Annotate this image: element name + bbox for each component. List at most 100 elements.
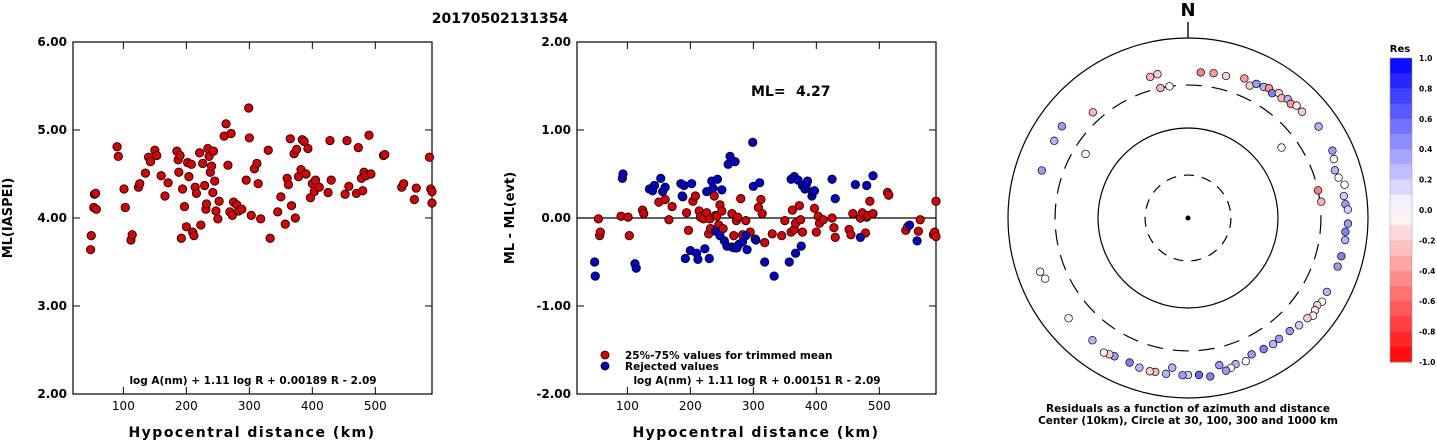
station-marker (1297, 107, 1307, 116)
station-marker (1337, 252, 1346, 261)
station-marker (1333, 262, 1342, 271)
data-point (145, 157, 156, 167)
station-marker (1313, 186, 1323, 195)
station-marker (1156, 83, 1165, 93)
colorbar-cell (1390, 240, 1412, 257)
station-marker (1292, 101, 1301, 110)
distance-ring-30km (1144, 174, 1232, 262)
station-marker (1081, 149, 1090, 159)
data-point (112, 142, 122, 152)
y-tick-label: 5.00 (37, 123, 67, 137)
data-point (344, 181, 354, 191)
data-point (767, 229, 777, 239)
colorbar-cell (1390, 286, 1412, 302)
data-point (618, 169, 628, 179)
data-point (809, 186, 820, 196)
data-point (175, 150, 185, 161)
x-tick-label: 300 (238, 399, 261, 413)
station-marker (1036, 267, 1045, 276)
data-point (299, 136, 309, 147)
data-point (366, 169, 376, 179)
data-point (177, 184, 188, 194)
data-point (364, 130, 374, 140)
data-point (729, 231, 739, 241)
distance-rings (1007, 37, 1369, 399)
colorbar-cell (1390, 179, 1412, 196)
data-point (795, 215, 806, 225)
plot1-y-axis-label: ML(IASPEI) (1, 178, 16, 259)
data-point (310, 175, 321, 185)
data-point (340, 189, 350, 199)
colorbar-tick-label: -0.4 (1419, 267, 1435, 276)
data-point (214, 196, 224, 206)
data-point (865, 196, 875, 206)
station-marker (1285, 326, 1294, 336)
colorbar-tick-label: 1.0 (1419, 54, 1432, 63)
station-marker (1135, 363, 1144, 372)
x-tick-label: 300 (742, 399, 765, 413)
colorbar-cell (1390, 331, 1412, 348)
data-point (86, 245, 96, 255)
station-marker (1153, 70, 1162, 79)
x-tick-label: 500 (364, 399, 387, 413)
data-point (201, 199, 212, 209)
data-point (904, 220, 915, 230)
ml-residual-scatter-plot: 100 200 300 400 500 -2.00 -1.00 0.00 1.00 2.00 M… (503, 35, 941, 441)
data-point (223, 160, 233, 170)
data-point (681, 208, 692, 218)
data-point (862, 180, 872, 191)
colorbar-cell (1390, 346, 1412, 363)
plot2-x-axis-label: Hypocentral distance (km) (632, 425, 879, 441)
data-point (411, 183, 421, 193)
plot2-y-axis: -2.00 -1.00 0.00 1.00 2.00 (536, 35, 936, 401)
ml-label: ML= (751, 84, 786, 100)
y-tick-label: 1.00 (541, 123, 571, 137)
distance-ring-300km (1054, 84, 1322, 352)
station-marker (1334, 173, 1343, 182)
data-point (660, 194, 670, 205)
data-point (590, 271, 600, 281)
data-point (818, 215, 828, 225)
colorbar-cell (1390, 164, 1412, 181)
station-marker (1240, 74, 1249, 83)
data-point (152, 150, 162, 161)
data-point (769, 271, 779, 281)
station-marker (1037, 166, 1046, 175)
colorbar-tick-label: 0.2 (1419, 176, 1432, 185)
data-point (189, 231, 199, 241)
data-point (181, 222, 191, 232)
data-point (200, 180, 210, 191)
plot2-legend: 25%-75% values for trimmed mean Rejected… (600, 350, 833, 373)
data-point (237, 204, 247, 214)
y-tick-label: -2.00 (536, 387, 571, 401)
data-point (829, 223, 839, 233)
station-marker (1343, 205, 1352, 214)
y-tick-label: 2.00 (37, 387, 67, 401)
data-point (931, 231, 941, 242)
data-point (712, 174, 723, 184)
station-marker (1088, 336, 1097, 345)
data-point (226, 128, 236, 139)
station-marker (1041, 274, 1050, 283)
station-marker (1339, 191, 1348, 201)
plot2-x-axis: 100 200 300 400 500 (616, 42, 891, 413)
colorbar-tick-label: -1.0 (1419, 358, 1435, 367)
colorbar-ticks: 1.0 0.8 0.6 0.4 0.2 0.0 -0.2 -0.4 -0.6 -0.8 -1.0 (1419, 54, 1435, 367)
data-point (680, 253, 690, 264)
data-point (790, 248, 801, 258)
data-point (741, 231, 751, 241)
data-point (427, 198, 437, 208)
station-marker (1145, 367, 1154, 376)
data-point (140, 168, 151, 178)
data-point (677, 191, 687, 201)
colorbar-frame (1389, 57, 1413, 363)
data-point (760, 257, 770, 267)
y-tick-label: 4.00 (37, 211, 67, 225)
data-point (830, 194, 840, 204)
data-point (855, 232, 866, 242)
colorbar-tick-label: 0.4 (1419, 145, 1432, 154)
station-marker (1221, 71, 1231, 81)
data-point (708, 183, 718, 193)
data-point (211, 206, 221, 216)
